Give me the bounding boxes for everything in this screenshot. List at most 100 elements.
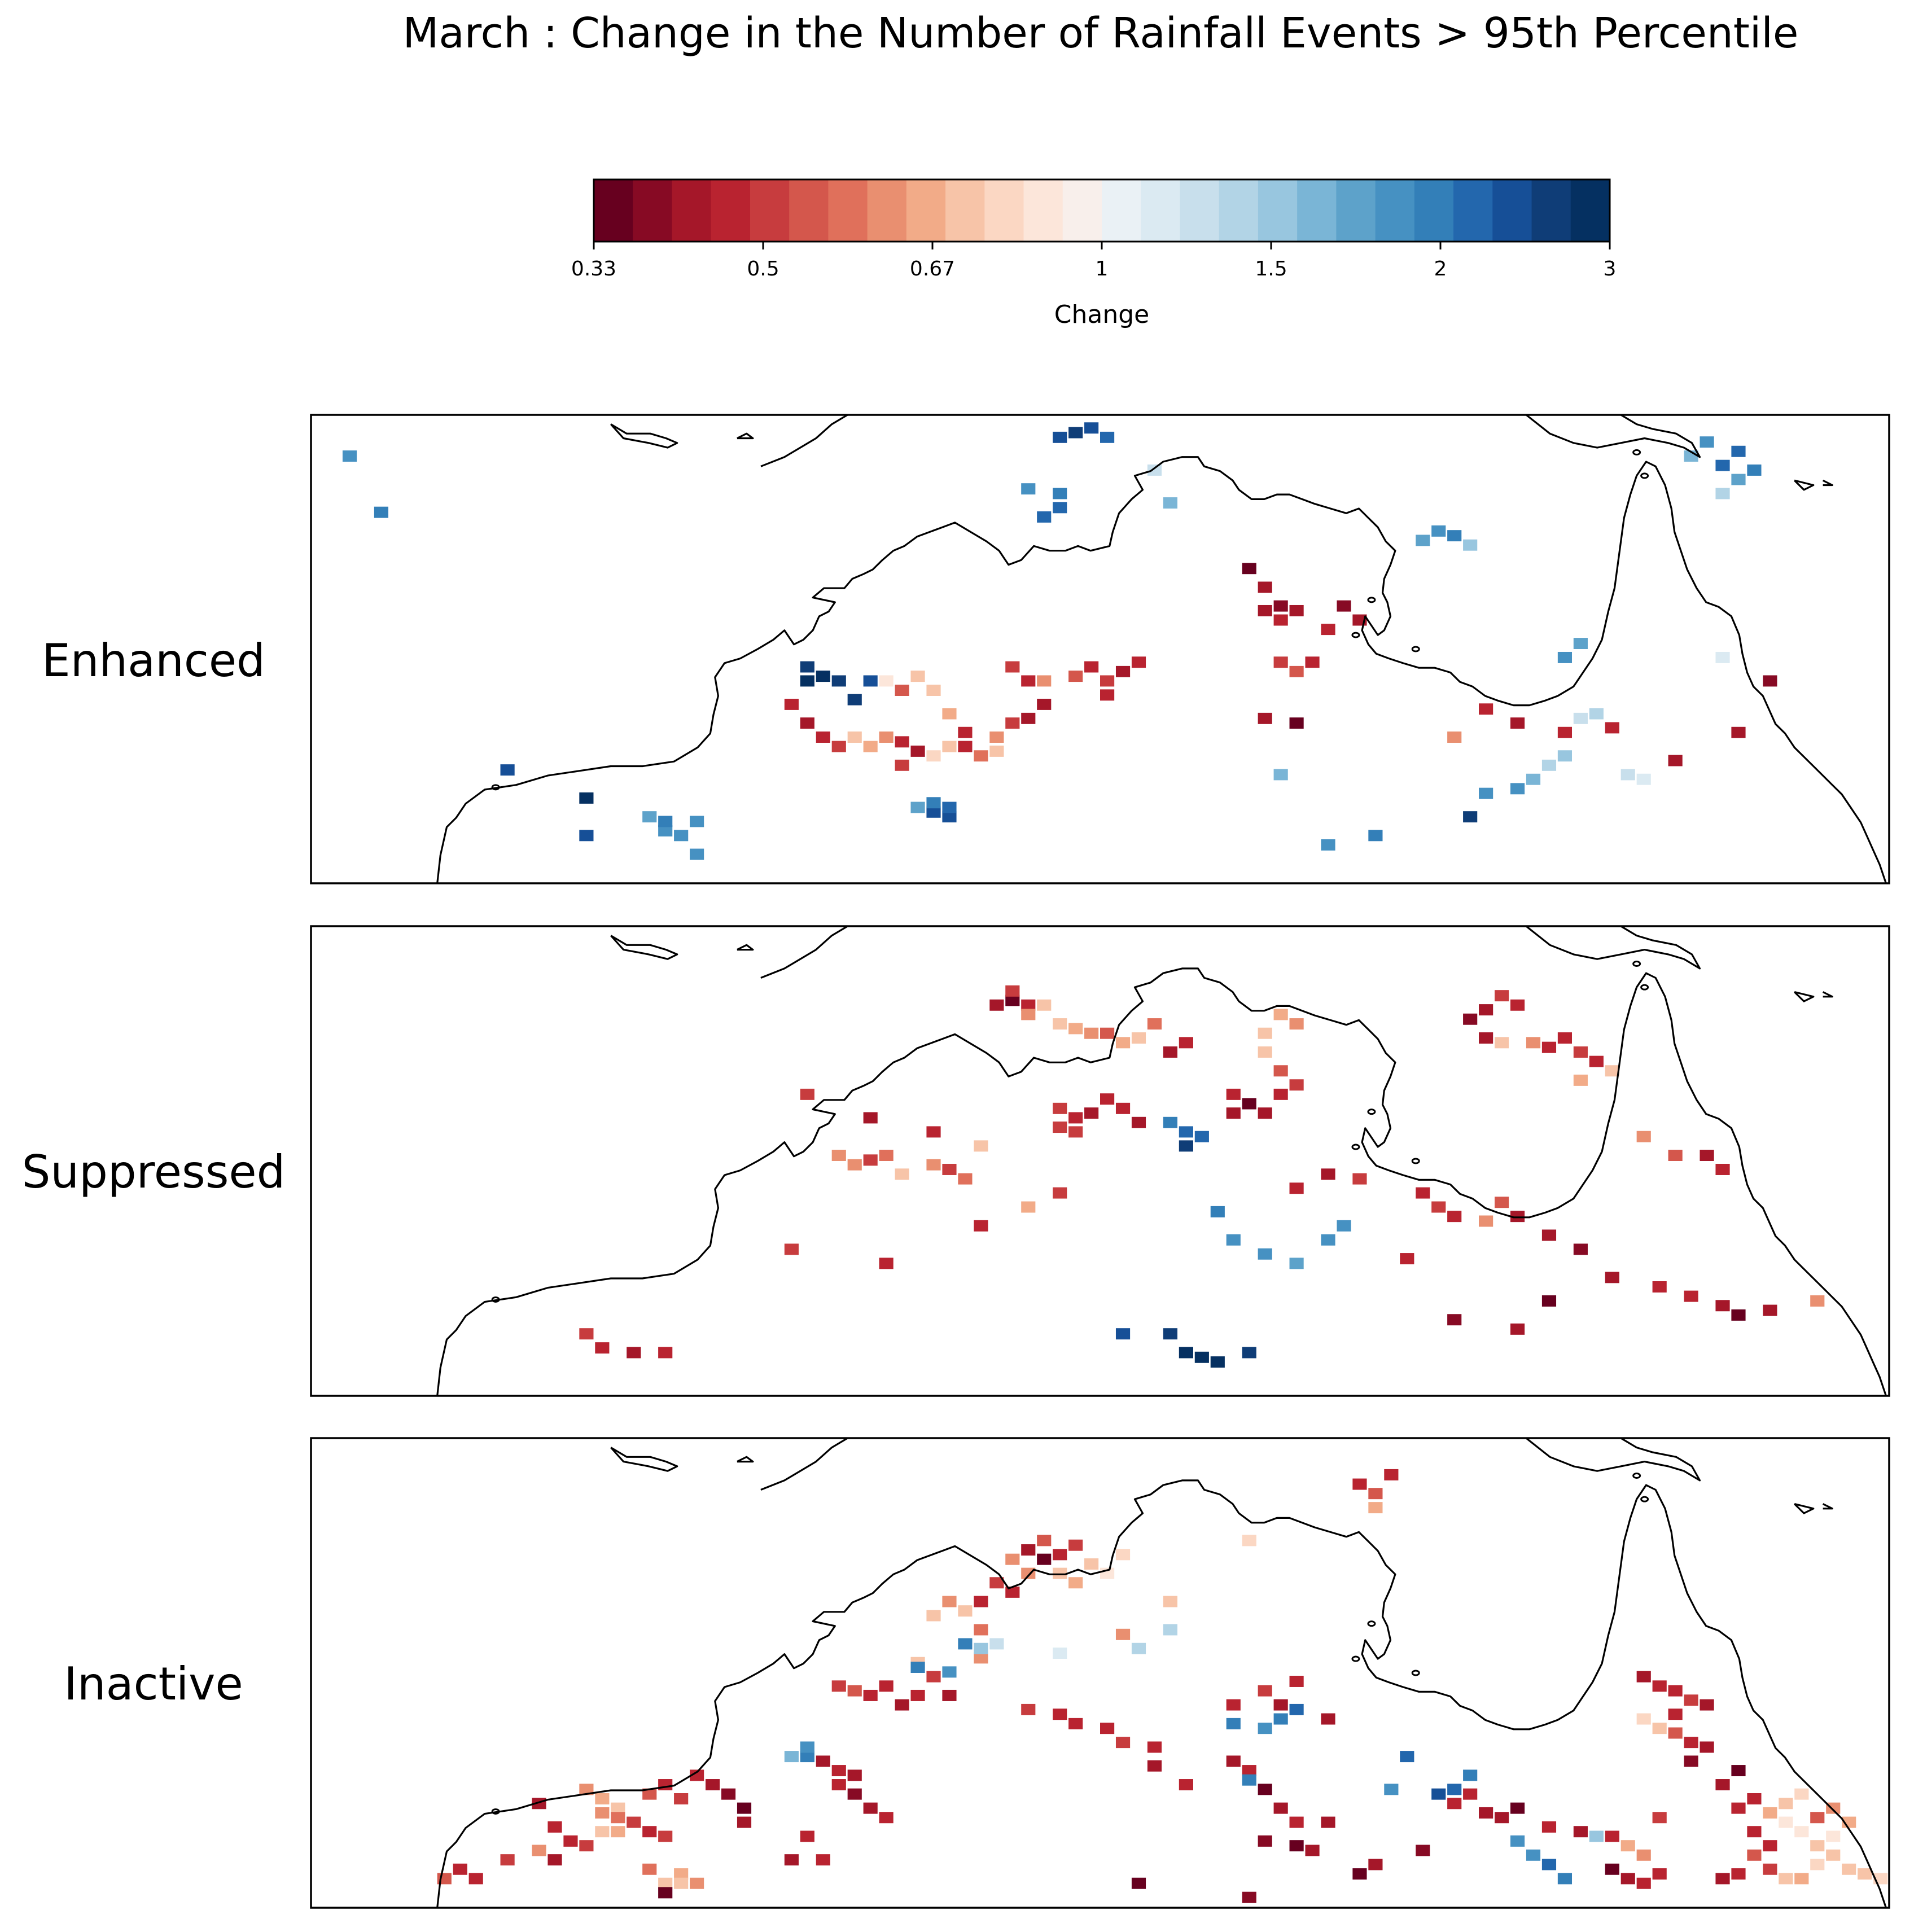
heatmap-cell — [1684, 1737, 1698, 1749]
heatmap-cell — [831, 675, 846, 687]
coastline-fragment — [1822, 479, 1833, 487]
island — [1367, 1109, 1376, 1115]
heatmap-cell — [579, 792, 594, 804]
heatmap-cell — [1541, 1041, 1557, 1053]
heatmap-cell — [847, 1788, 862, 1800]
heatmap-cell — [642, 1826, 657, 1838]
heatmap-cell — [1053, 1121, 1067, 1133]
heatmap-cell — [1700, 1699, 1714, 1711]
heatmap-cell — [1715, 1873, 1730, 1885]
island — [491, 1296, 500, 1303]
heatmap-cell — [1526, 773, 1541, 785]
colorbar-swatch — [906, 179, 946, 242]
heatmap-cell — [1258, 1784, 1272, 1795]
heatmap-cell — [1668, 1708, 1683, 1720]
heatmap-cell — [1668, 1685, 1683, 1697]
heatmap-cell — [1431, 1788, 1446, 1800]
heatmap-cell — [1541, 1295, 1557, 1307]
heatmap-cell — [595, 1793, 610, 1804]
heatmap-cell — [1794, 1788, 1809, 1800]
heatmap-cell — [1163, 1046, 1178, 1058]
heatmap-cell — [658, 1887, 673, 1899]
heatmap-cell — [863, 1154, 878, 1166]
heatmap-cell — [706, 1779, 720, 1790]
heatmap-cell — [1416, 1845, 1430, 1856]
heatmap-cell — [1557, 750, 1573, 762]
heatmap-cell — [1715, 1163, 1730, 1175]
heatmap-cells — [579, 985, 1825, 1368]
heatmap-cell — [1589, 708, 1604, 720]
heatmap-cell — [816, 1755, 830, 1767]
heatmap-cell — [974, 1642, 988, 1654]
colorbar-swatch — [711, 179, 751, 242]
heatmap-cell — [942, 1666, 957, 1678]
heatmap-cell — [863, 1689, 878, 1701]
heatmap-cell — [1636, 773, 1651, 785]
map-area — [436, 1438, 1888, 1908]
heatmap-cell — [1526, 1037, 1541, 1049]
colorbar-swatch — [1141, 179, 1181, 242]
heatmap-cell — [1731, 1765, 1746, 1777]
heatmap-cell — [910, 1689, 925, 1701]
heatmap-cell — [1005, 661, 1020, 673]
heatmap-cell — [1258, 1685, 1272, 1697]
heatmap-cell — [1021, 999, 1036, 1011]
heatmap-cell — [1084, 661, 1099, 673]
heatmap-cell — [1526, 1849, 1541, 1861]
heatmap-cell — [1163, 1624, 1178, 1636]
heatmap-cell — [1226, 1107, 1241, 1119]
colorbar-swatch — [594, 179, 633, 242]
heatmap-cell — [831, 1680, 846, 1692]
heatmap-cell — [800, 661, 814, 673]
heatmap-cell — [658, 1877, 673, 1889]
heatmap-cell — [1495, 990, 1509, 1002]
heatmap-cell — [1005, 717, 1020, 729]
heatmap-cell — [579, 1784, 594, 1795]
heatmap-cell — [1258, 1723, 1272, 1734]
heatmap-cell — [1194, 1351, 1209, 1363]
heatmap-cell — [1794, 1826, 1809, 1838]
heatmap-cell — [737, 1816, 752, 1828]
heatmap-cell — [1668, 1727, 1683, 1739]
heatmap-cell — [1541, 759, 1557, 771]
heatmap-cell — [926, 750, 941, 762]
heatmap-cell — [1084, 1107, 1099, 1119]
heatmap-cell — [1700, 1741, 1714, 1753]
heatmap-cell — [1557, 651, 1573, 663]
heatmap-cell — [642, 811, 657, 823]
heatmap-cell — [1273, 1088, 1288, 1100]
heatmap-cell — [1400, 1253, 1414, 1265]
island — [1632, 1473, 1641, 1479]
heatmap-cell — [1163, 1116, 1178, 1128]
heatmap-cell — [1273, 769, 1288, 781]
heatmap-cell — [1605, 1272, 1619, 1283]
heatmap-cell — [895, 736, 909, 748]
heatmap-cell — [579, 1840, 594, 1852]
heatmap-cell — [1479, 1215, 1493, 1227]
heatmap-cell — [1115, 1549, 1131, 1561]
heatmap-cell — [863, 1802, 878, 1814]
heatmap-cell — [1226, 1234, 1241, 1246]
heatmap-cell — [1479, 1004, 1493, 1016]
coastline-fragment — [737, 432, 754, 440]
heatmap-cell — [1510, 717, 1525, 729]
heatmap-cell — [1731, 726, 1746, 738]
colorbar-swatch — [1258, 179, 1298, 242]
heatmap-cell — [1305, 656, 1320, 668]
heatmap-cell — [1321, 1168, 1335, 1180]
heatmap-cell — [847, 1769, 862, 1781]
island — [1632, 961, 1641, 967]
heatmap-cell — [1479, 1807, 1493, 1819]
island — [491, 784, 500, 791]
heatmap-cell — [1731, 1868, 1746, 1880]
panel-title: Suppressed — [22, 1146, 286, 1198]
colorbar-tick-label: 1.5 — [1255, 257, 1287, 281]
colorbar-swatch — [1180, 179, 1220, 242]
heatmap-cell — [1700, 436, 1714, 448]
heatmap-cell — [1100, 689, 1115, 701]
heatmap-cell — [1400, 1751, 1414, 1763]
heatmap-cell — [1416, 1187, 1430, 1199]
heatmap-cell — [1715, 1300, 1730, 1312]
coastline — [436, 1479, 1887, 1908]
